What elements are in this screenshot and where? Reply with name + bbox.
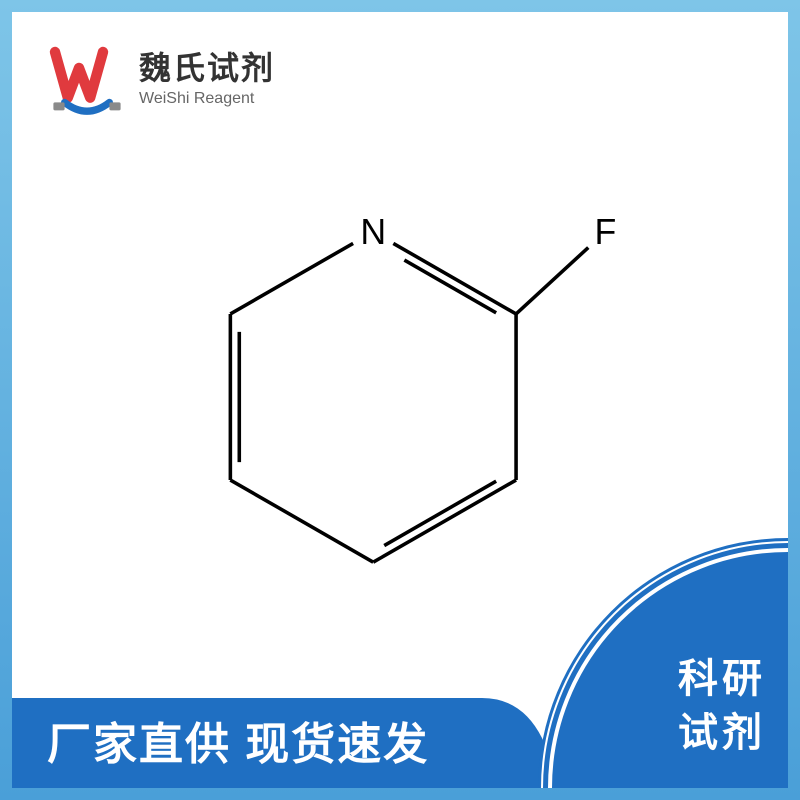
svg-text:F: F <box>594 212 616 252</box>
corner-line1: 科研 <box>678 657 766 701</box>
svg-text:N: N <box>360 212 386 252</box>
brand-name-en: WeiShi Reagent <box>139 90 275 108</box>
product-card-frame: 魏氏试剂 WeiShi Reagent N F 厂家直供 现货速发 科研 试剂 <box>0 0 800 800</box>
corner-badge: 科研 试剂 <box>538 538 788 788</box>
logo-text: 魏氏试剂 WeiShi Reagent <box>139 52 275 108</box>
inner-panel: 魏氏试剂 WeiShi Reagent N F 厂家直供 现货速发 科研 试剂 <box>12 12 788 788</box>
banner-text: 厂家直供 现货速发 <box>47 708 429 772</box>
bottom-banner: 厂家直供 现货速发 <box>12 698 562 788</box>
corner-badge-text: 科研 试剂 <box>678 652 766 760</box>
logo-mark <box>47 40 127 120</box>
corner-line2: 试剂 <box>678 711 766 755</box>
brand-name-cn: 魏氏试剂 <box>139 52 275 84</box>
brand-logo-block: 魏氏试剂 WeiShi Reagent <box>47 40 275 120</box>
